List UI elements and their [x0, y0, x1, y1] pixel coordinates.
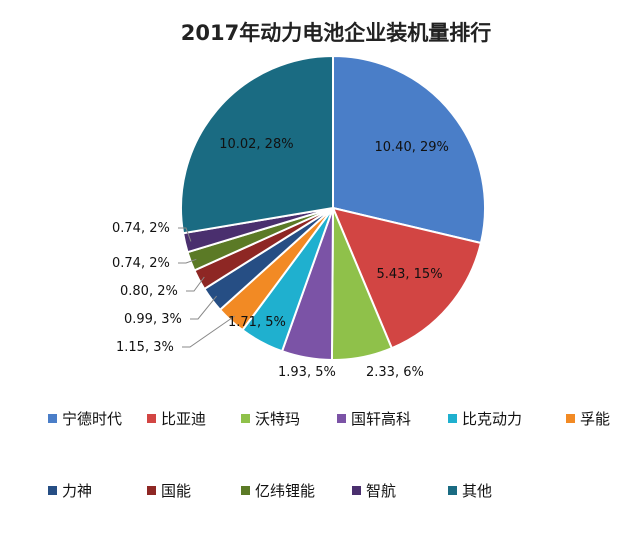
slice-label-8: 0.74, 2% — [112, 256, 170, 271]
pie-slice-1 — [331, 206, 483, 350]
legend-swatch-5 — [566, 414, 575, 423]
legend-swatch-3 — [337, 414, 346, 423]
legend-label-2: 沃特玛 — [255, 410, 300, 428]
legend-swatch-1 — [147, 414, 156, 423]
legend-swatch-6 — [48, 486, 57, 495]
legend-label-3: 国轩高科 — [351, 410, 411, 428]
legend-swatch-9 — [352, 486, 361, 495]
legend-label-7: 国能 — [161, 482, 191, 500]
legend-label-6: 力神 — [62, 482, 92, 500]
legend-swatch-7 — [147, 486, 156, 495]
pie-slice-0 — [332, 54, 486, 245]
legend-swatch-2 — [241, 414, 250, 423]
slice-label-5: 1.15, 3% — [116, 340, 174, 355]
legend-label-8: 亿纬锂能 — [255, 482, 315, 500]
slice-labels-group: 10.40, 29% 5.43, 15% 2.33, 6% 1.93, 5% 1.71,… — [112, 137, 449, 380]
slice-label-0: 10.40, 29% — [375, 140, 449, 155]
slice-label-1: 5.43, 15% — [376, 267, 442, 282]
slice-label-6: 0.99, 3% — [124, 312, 182, 327]
leader-lines-group — [178, 227, 236, 348]
leader-line-7 — [186, 276, 205, 292]
legend-label-10: 其他 — [462, 482, 492, 500]
leader-line-6 — [190, 295, 217, 320]
slice-label-2: 2.33, 6% — [366, 365, 424, 380]
leader-line-8 — [178, 258, 197, 264]
legend-swatch-10 — [448, 486, 457, 495]
slice-label-9: 0.74, 2% — [112, 221, 170, 236]
legend-label-0: 宁德时代 — [62, 410, 122, 428]
legend-swatch-0 — [48, 414, 57, 423]
slice-label-10: 10.02, 28% — [219, 137, 293, 152]
legend-label-9: 智航 — [366, 482, 396, 500]
slice-label-3: 1.93, 5% — [278, 365, 336, 380]
pie-slice-10 — [180, 54, 334, 235]
legend-label-5: 孚能 — [580, 410, 610, 428]
legend-swatch-8 — [241, 486, 250, 495]
chart-title: 2017年动力电池企业装机量排行 — [181, 21, 491, 45]
slice-label-4: 1.71, 5% — [228, 315, 286, 330]
slice-label-7: 0.80, 2% — [120, 284, 178, 299]
legend-label-1: 比亚迪 — [161, 410, 206, 428]
legend-swatch-4 — [448, 414, 457, 423]
leader-line-5 — [182, 315, 236, 348]
leader-line-9 — [178, 227, 192, 242]
slices-group — [180, 54, 486, 362]
legend-label-4: 比克动力 — [462, 410, 522, 428]
